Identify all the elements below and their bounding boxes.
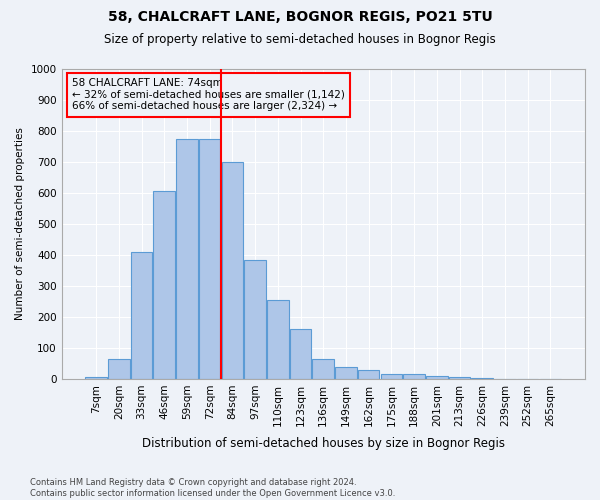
X-axis label: Distribution of semi-detached houses by size in Bognor Regis: Distribution of semi-detached houses by … (142, 437, 505, 450)
Text: Contains HM Land Registry data © Crown copyright and database right 2024.
Contai: Contains HM Land Registry data © Crown c… (30, 478, 395, 498)
Bar (267, 300, 289, 379)
Bar (449, 378, 470, 379)
Bar (426, 376, 448, 379)
Bar (85, 378, 107, 379)
Bar (176, 138, 198, 379)
Bar (380, 374, 402, 379)
Y-axis label: Number of semi-detached properties: Number of semi-detached properties (15, 128, 25, 320)
Text: Size of property relative to semi-detached houses in Bognor Regis: Size of property relative to semi-detach… (104, 32, 496, 46)
Bar (335, 367, 357, 379)
Text: 58 CHALCRAFT LANE: 74sqm
← 32% of semi-detached houses are smaller (1,142)
66% o: 58 CHALCRAFT LANE: 74sqm ← 32% of semi-d… (72, 78, 345, 112)
Bar (313, 360, 334, 379)
Bar (221, 162, 243, 379)
Bar (154, 192, 175, 379)
Bar (244, 260, 266, 379)
Bar (131, 252, 152, 379)
Bar (358, 370, 379, 379)
Bar (199, 138, 220, 379)
Bar (108, 360, 130, 379)
Bar (290, 330, 311, 379)
Text: 58, CHALCRAFT LANE, BOGNOR REGIS, PO21 5TU: 58, CHALCRAFT LANE, BOGNOR REGIS, PO21 5… (107, 10, 493, 24)
Bar (472, 378, 493, 379)
Bar (403, 374, 425, 379)
